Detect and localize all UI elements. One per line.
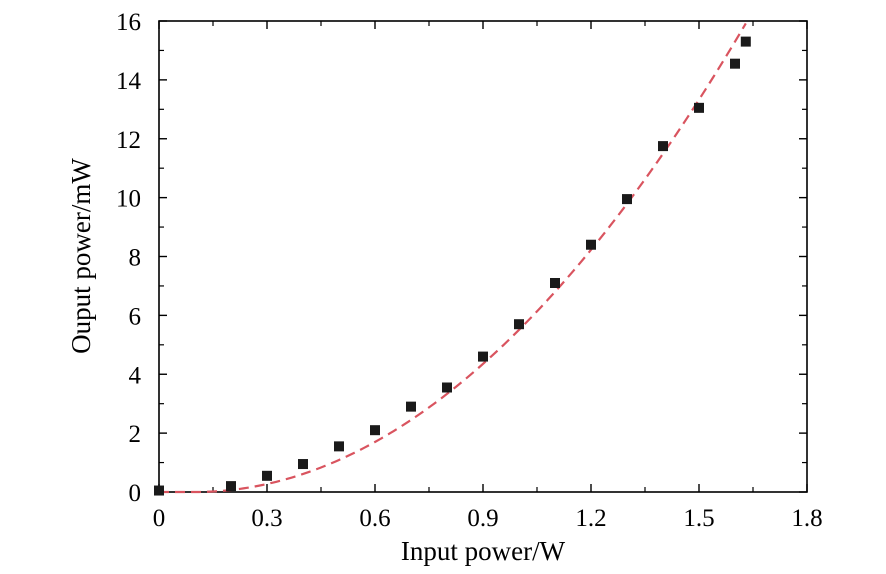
x-tick-labels: 0 0.3 0.6 0.9 1.2 1.5 1.8: [153, 505, 823, 532]
y-axis-title: Ouput power/mW: [66, 158, 96, 354]
y-tick-label: 10: [116, 186, 141, 213]
plot-frame: [158, 20, 808, 493]
x-tick-label: 0: [153, 505, 166, 532]
y-tick-label: 14: [116, 68, 142, 95]
data-point: [226, 481, 236, 492]
data-points: [154, 36, 751, 496]
data-point: [514, 319, 524, 330]
x-tick-label: 0.6: [359, 505, 390, 532]
x-tick-label: 1.5: [683, 505, 714, 532]
x-tick-label: 1.2: [575, 505, 606, 532]
y-tick-label: 2: [129, 421, 142, 448]
y-tick-label: 0: [129, 480, 142, 507]
data-point: [478, 351, 488, 362]
data-point: [586, 239, 596, 250]
data-point: [740, 36, 751, 47]
axis-ticks: [158, 20, 808, 493]
data-point: [550, 277, 560, 288]
data-point: [370, 425, 380, 436]
y-tick-label: 6: [129, 303, 142, 330]
y-tick-label: 4: [129, 362, 142, 389]
data-point: [298, 459, 308, 470]
data-point: [334, 441, 344, 452]
y-tick-label: 8: [129, 245, 142, 272]
data-point: [262, 470, 272, 481]
data-point: [730, 58, 740, 69]
data-point: [154, 485, 164, 496]
data-point: [406, 401, 416, 412]
data-point: [694, 102, 704, 113]
x-tick-label: 0.3: [251, 505, 282, 532]
data-point: [658, 141, 668, 152]
y-tick-label: 12: [116, 127, 141, 154]
data-point: [622, 194, 632, 205]
x-tick-label: 1.8: [791, 505, 822, 532]
y-tick-label: 16: [116, 9, 141, 36]
y-tick-labels: 0 2 4 6 8 10 12 14 16: [116, 9, 142, 507]
x-tick-label: 0.9: [467, 505, 498, 532]
x-axis-title: Input power/W: [401, 536, 566, 566]
fit-curve: [159, 22, 747, 494]
data-point: [442, 382, 452, 393]
